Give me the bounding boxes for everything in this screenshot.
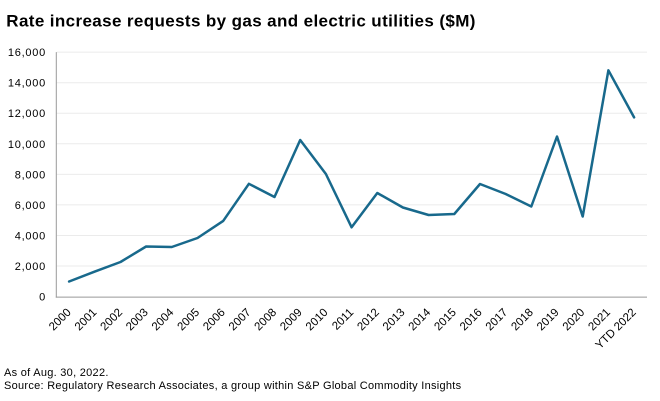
svg-text:6,000: 6,000 xyxy=(15,200,46,212)
svg-text:0: 0 xyxy=(39,292,46,304)
svg-text:4,000: 4,000 xyxy=(15,231,46,243)
svg-text:16,000: 16,000 xyxy=(8,47,46,59)
svg-text:As of Aug. 30, 2022.: As of Aug. 30, 2022. xyxy=(4,367,109,379)
svg-text:14,000: 14,000 xyxy=(8,78,46,90)
svg-text:2,000: 2,000 xyxy=(15,261,46,273)
svg-text:12,000: 12,000 xyxy=(8,108,46,120)
svg-text:Rate increase requests by gas: Rate increase requests by gas and electr… xyxy=(6,12,476,31)
svg-text:10,000: 10,000 xyxy=(8,139,46,151)
svg-text:Source: Regulatory Research As: Source: Regulatory Research Associates, … xyxy=(4,380,462,392)
svg-text:8,000: 8,000 xyxy=(15,169,46,181)
